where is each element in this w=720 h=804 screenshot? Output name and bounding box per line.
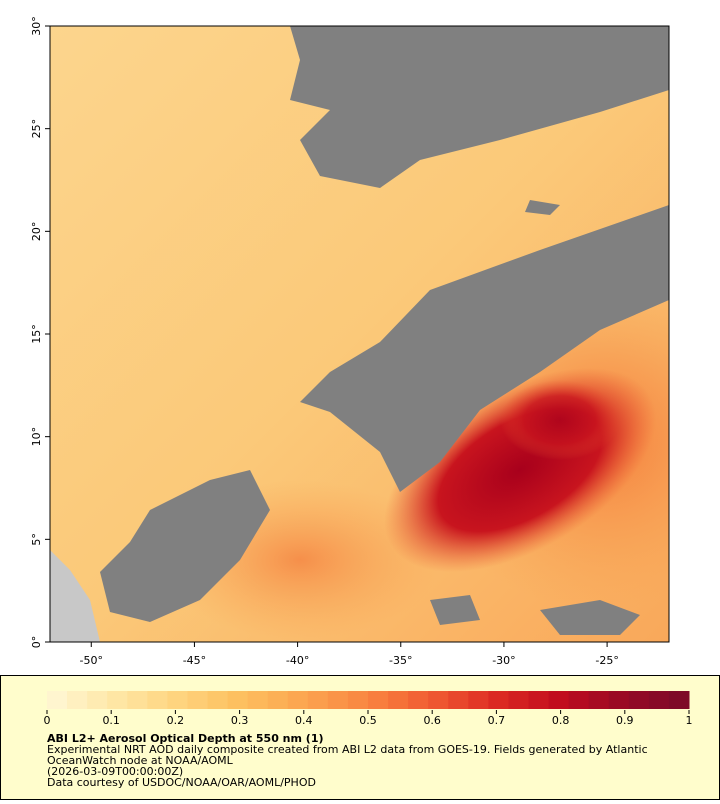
colorbar-cell (187, 691, 208, 709)
colorbar-cell (408, 691, 429, 709)
colorbar-cell (668, 691, 690, 709)
colorbar-cell (368, 691, 389, 709)
colorbar-cell (488, 691, 509, 709)
colorbar-cell (347, 691, 369, 709)
x-tick-label: -40° (286, 654, 309, 667)
colorbar-cell (247, 691, 269, 709)
colorbar-cell (428, 691, 449, 709)
colorbar-cell (227, 691, 249, 709)
colorbar-cell (47, 691, 68, 709)
colorbar-cell (67, 691, 88, 709)
colorbar-cell (327, 691, 349, 709)
colorbar-tick-label: 0.3 (231, 714, 249, 727)
caption-title: ABI L2+ Aerosol Optical Depth at 550 nm … (47, 732, 324, 745)
colorbar-cell (127, 691, 148, 709)
colorbar-cell (528, 691, 550, 709)
x-tick-label: -35° (389, 654, 412, 667)
y-tick-label: 30° (30, 16, 43, 36)
colorbar-cell (448, 691, 469, 709)
colorbar-cell (468, 691, 489, 709)
colorbar-tick-label: 0.4 (295, 714, 313, 727)
y-tick-label: 10° (30, 427, 43, 447)
colorbar-tick-label: 0.7 (488, 714, 506, 727)
y-tick-label: 5° (30, 533, 43, 546)
y-tick-label: 0° (30, 636, 43, 649)
colorbar-cell (388, 691, 409, 709)
colorbar-cell (167, 691, 188, 709)
colorbar-cell (147, 691, 168, 709)
colorbar-cell (287, 691, 309, 709)
colorbar-cell (568, 691, 590, 709)
colorbar-tick-label: 0.8 (552, 714, 570, 727)
x-tick-label: -45° (183, 654, 206, 667)
x-tick-label: -50° (80, 654, 103, 667)
colorbar-cell (508, 691, 529, 709)
x-tick-label: -30° (492, 654, 515, 667)
caption-line: Data courtesy of USDOC/NOAA/OAR/AOML/PHO… (47, 776, 316, 789)
colorbar-cell (207, 691, 229, 709)
colorbar-cell (588, 691, 610, 709)
colorbar-cell (548, 691, 570, 709)
map-image (50, 26, 669, 642)
caption-line: (2026-03-09T00:00:00Z) (47, 765, 183, 778)
colorbar-cell (267, 691, 289, 709)
colorbar-tick-label: 0.5 (359, 714, 377, 727)
y-tick-label: 20° (30, 222, 43, 242)
colorbar-cell (628, 691, 650, 709)
colorbar-cell (307, 691, 329, 709)
caption-line: Experimental NRT AOD daily composite cre… (47, 743, 648, 756)
colorbar-cell (608, 691, 630, 709)
colorbar-tick-label: 0.2 (167, 714, 185, 727)
colorbar-tick-label: 0.6 (423, 714, 441, 727)
colorbar-cell (87, 691, 108, 709)
x-tick-label: -25° (595, 654, 618, 667)
colorbar-tick-label: 0.9 (616, 714, 634, 727)
colorbar-cell (648, 691, 670, 709)
caption-line: OceanWatch node at NOAA/AOML (47, 754, 234, 767)
y-tick-label: 15° (30, 324, 43, 344)
colorbar-tick-label: 0 (44, 714, 51, 727)
y-tick-label: 25° (30, 119, 43, 139)
colorbar-tick-label: 0.1 (102, 714, 120, 727)
colorbar-cell (107, 691, 128, 709)
colorbar-tick-label: 1 (686, 714, 693, 727)
